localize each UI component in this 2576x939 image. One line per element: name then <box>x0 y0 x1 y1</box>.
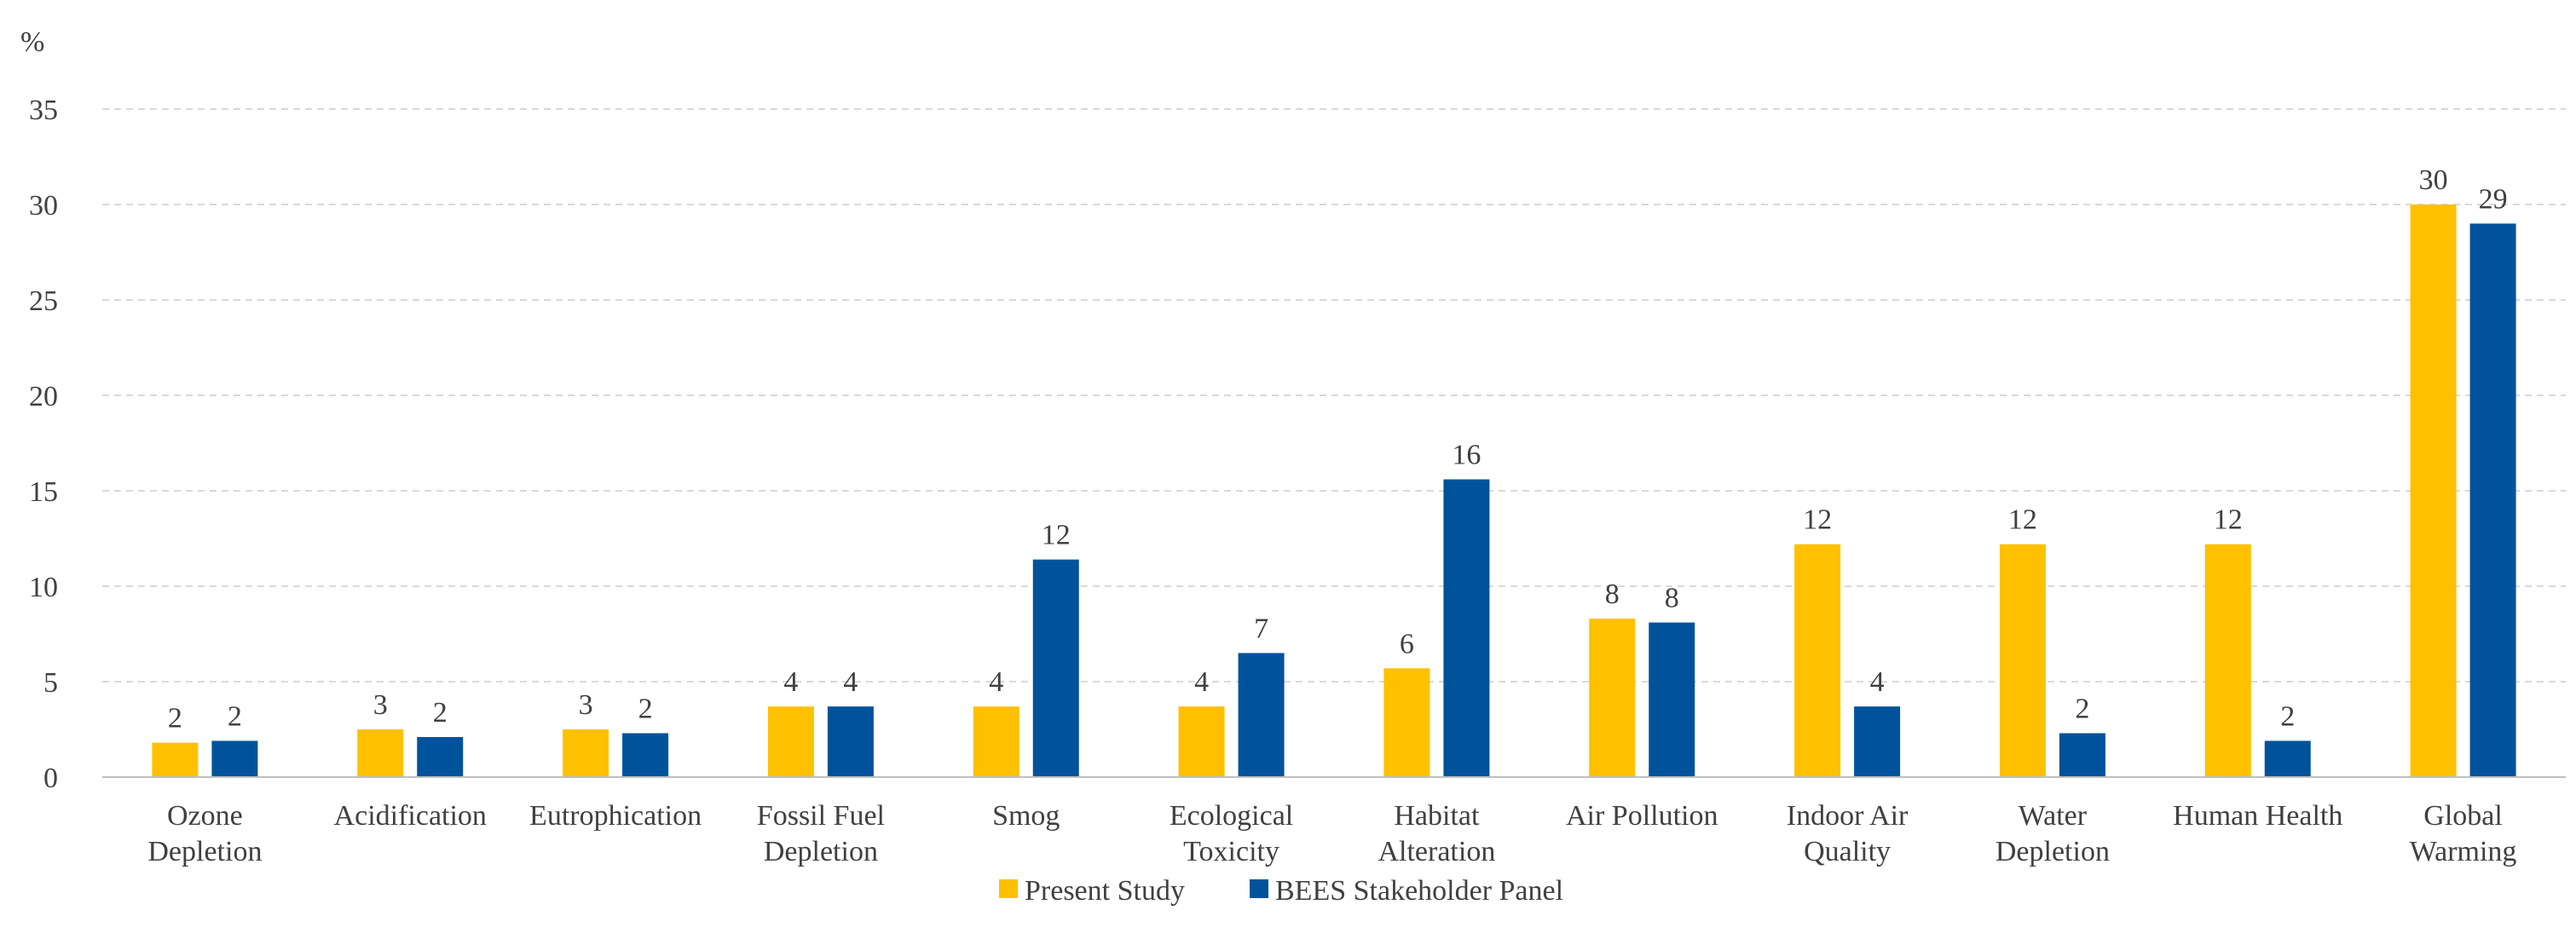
y-tick-label: 10 <box>29 572 58 603</box>
y-tick-label: 35 <box>29 95 58 126</box>
data-label: 12 <box>1803 504 1832 536</box>
data-label: 3 <box>373 689 388 721</box>
y-tick-label: 5 <box>43 667 58 699</box>
bar-present-study <box>563 729 609 777</box>
x-category-label: Warming <box>2410 836 2517 867</box>
data-label: 30 <box>2419 164 2448 196</box>
bar-present-study <box>1383 668 1430 777</box>
data-label: 12 <box>2008 504 2037 536</box>
bar-bees-stakeholder-panel <box>2264 740 2311 777</box>
data-label: 6 <box>1400 628 1414 660</box>
x-category-label: Toxicity <box>1183 836 1279 867</box>
bar-bees-stakeholder-panel <box>2059 733 2105 777</box>
bar-bees-stakeholder-panel <box>1443 479 1490 777</box>
y-axis-ticks: 0 5 10 15 20 25 30 35 <box>29 95 58 794</box>
x-category-label: Human Health <box>2173 800 2342 832</box>
bar-bees-stakeholder-panel <box>1238 653 1285 777</box>
y-tick-label: 25 <box>29 285 58 317</box>
y-tick-label: 30 <box>29 190 58 222</box>
legend-label: BEES Stakeholder Panel <box>1275 875 1563 907</box>
bar-bees-stakeholder-panel <box>1854 706 1901 777</box>
x-category-label: Depletion <box>147 836 262 867</box>
y-axis-unit-label: % <box>20 26 44 58</box>
data-label: 12 <box>2214 504 2243 536</box>
bar-bees-stakeholder-panel <box>2469 223 2516 777</box>
x-category-label: Habitat <box>1394 800 1480 832</box>
data-label: 4 <box>1194 666 1209 698</box>
data-label: 4 <box>1870 666 1885 698</box>
bar-present-study <box>152 742 199 777</box>
x-category-label: Acidification <box>334 800 487 832</box>
legend-swatch <box>999 879 1018 898</box>
x-category-label: Eutrophication <box>529 800 702 832</box>
data-label: 2 <box>638 693 653 724</box>
bars <box>152 205 2516 777</box>
bar-bees-stakeholder-panel <box>211 740 258 777</box>
bar-present-study <box>2204 544 2251 777</box>
x-category-label: Indoor Air <box>1787 800 1909 832</box>
bar-bees-stakeholder-panel <box>622 733 669 777</box>
bar-present-study <box>1589 619 1636 777</box>
x-category-label: Quality <box>1804 836 1891 867</box>
y-tick-label: 15 <box>29 476 58 508</box>
bar-present-study <box>357 729 404 777</box>
x-category-label: Depletion <box>764 836 878 867</box>
bar-bees-stakeholder-panel <box>1032 559 1079 777</box>
x-axis-category-labels: Ozone Depletion Acidification Eutrophicatio… <box>147 800 2516 867</box>
data-label: 4 <box>989 666 1003 698</box>
bar-present-study <box>2410 205 2457 777</box>
x-category-label: Global <box>2423 800 2503 832</box>
gridlines <box>102 108 2566 683</box>
legend-label: Present Study <box>1025 875 1185 907</box>
data-label: 2 <box>2280 700 2295 732</box>
x-category-label: Ecological <box>1170 800 1293 832</box>
x-category-label: Fossil Fuel <box>757 800 885 832</box>
data-label: 3 <box>579 689 593 721</box>
y-tick-label: 0 <box>43 763 58 794</box>
bar-present-study <box>1178 706 1225 777</box>
data-label: 2 <box>228 700 242 732</box>
data-label: 2 <box>2075 693 2089 724</box>
x-category-label: Alteration <box>1378 836 1495 867</box>
data-label: 8 <box>1605 579 1620 610</box>
data-label: 2 <box>433 697 448 729</box>
legend-swatch <box>1250 879 1268 898</box>
x-category-label: Ozone <box>167 800 243 832</box>
bar-bees-stakeholder-panel <box>1649 622 1695 777</box>
data-labels: 2 2 3 2 3 2 4 4 4 12 4 7 6 16 8 8 12 4 12 2 12 2 30 29 <box>168 164 2508 734</box>
data-label: 4 <box>783 666 798 698</box>
data-label: 8 <box>1665 583 1679 614</box>
bar-bees-stakeholder-panel <box>417 736 464 777</box>
data-label: 29 <box>2479 183 2508 215</box>
bar-present-study <box>1999 544 2046 777</box>
bar-bees-stakeholder-panel <box>827 706 874 777</box>
legend: Present Study BEES Stakeholder Panel <box>999 875 1563 907</box>
x-category-label: Water <box>2019 800 2088 832</box>
bar-present-study <box>1794 544 1841 777</box>
data-label: 16 <box>1452 440 1481 471</box>
x-category-label: Smog <box>992 800 1060 832</box>
x-category-label: Air Pollution <box>1566 800 1718 832</box>
x-category-label: Depletion <box>1996 836 2110 867</box>
data-label: 7 <box>1254 613 1268 644</box>
data-label: 12 <box>1042 520 1071 551</box>
data-label: 2 <box>168 703 182 734</box>
bar-present-study <box>767 706 814 777</box>
data-label: 4 <box>843 666 858 698</box>
bar-present-study <box>973 706 1019 777</box>
y-tick-label: 20 <box>29 381 58 412</box>
